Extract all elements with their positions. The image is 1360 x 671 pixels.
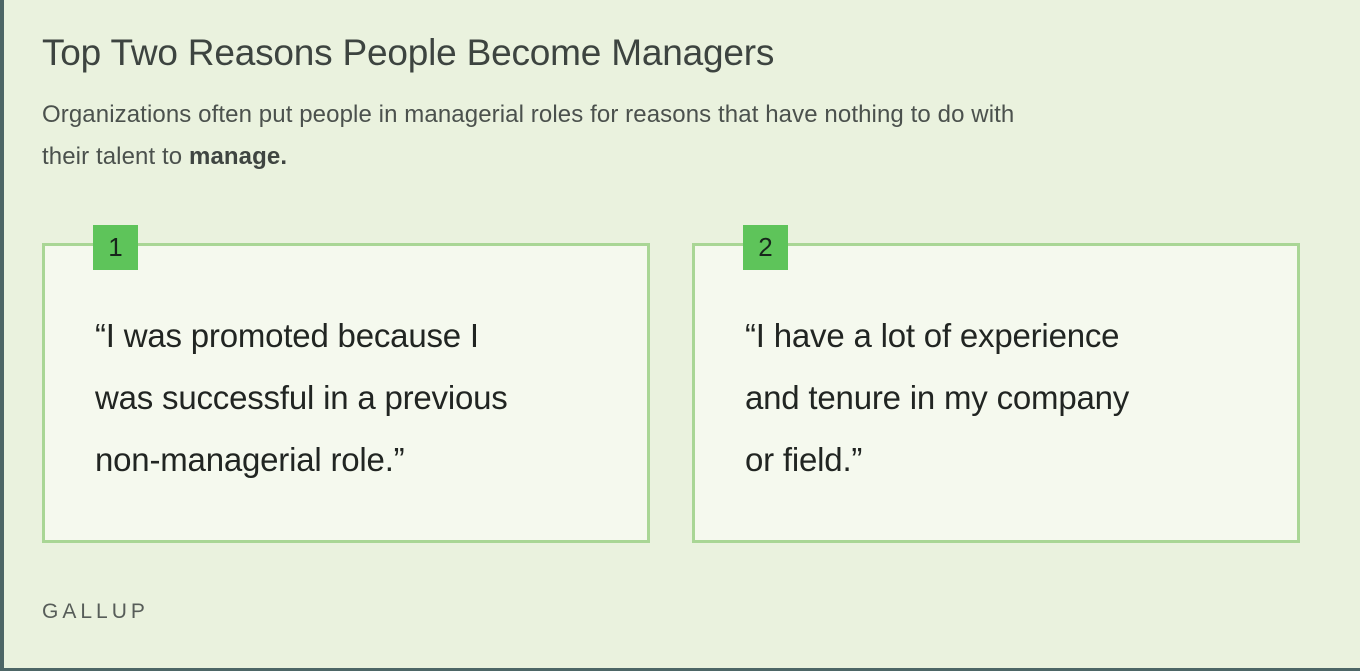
reason-number-badge-1: 1 bbox=[93, 225, 138, 270]
reason-card-2: 2 “I have a lot of experience and tenure … bbox=[692, 225, 1300, 543]
subtitle-line-2: their talent to bbox=[42, 143, 190, 170]
subtitle-bold-word: manage. bbox=[189, 143, 288, 170]
reason-number-badge-2: 2 bbox=[743, 225, 788, 270]
gallup-logo: GALLUP bbox=[42, 600, 149, 623]
reason-quote-2: “I have a lot of experience and tenure in… bbox=[745, 317, 1130, 478]
subtitle-line-1: Organizations often put people in manage… bbox=[42, 101, 1015, 128]
page-title: Top Two Reasons People Become Managers bbox=[42, 32, 775, 73]
page-subtitle: Organizations often put people in manage… bbox=[42, 94, 1212, 178]
